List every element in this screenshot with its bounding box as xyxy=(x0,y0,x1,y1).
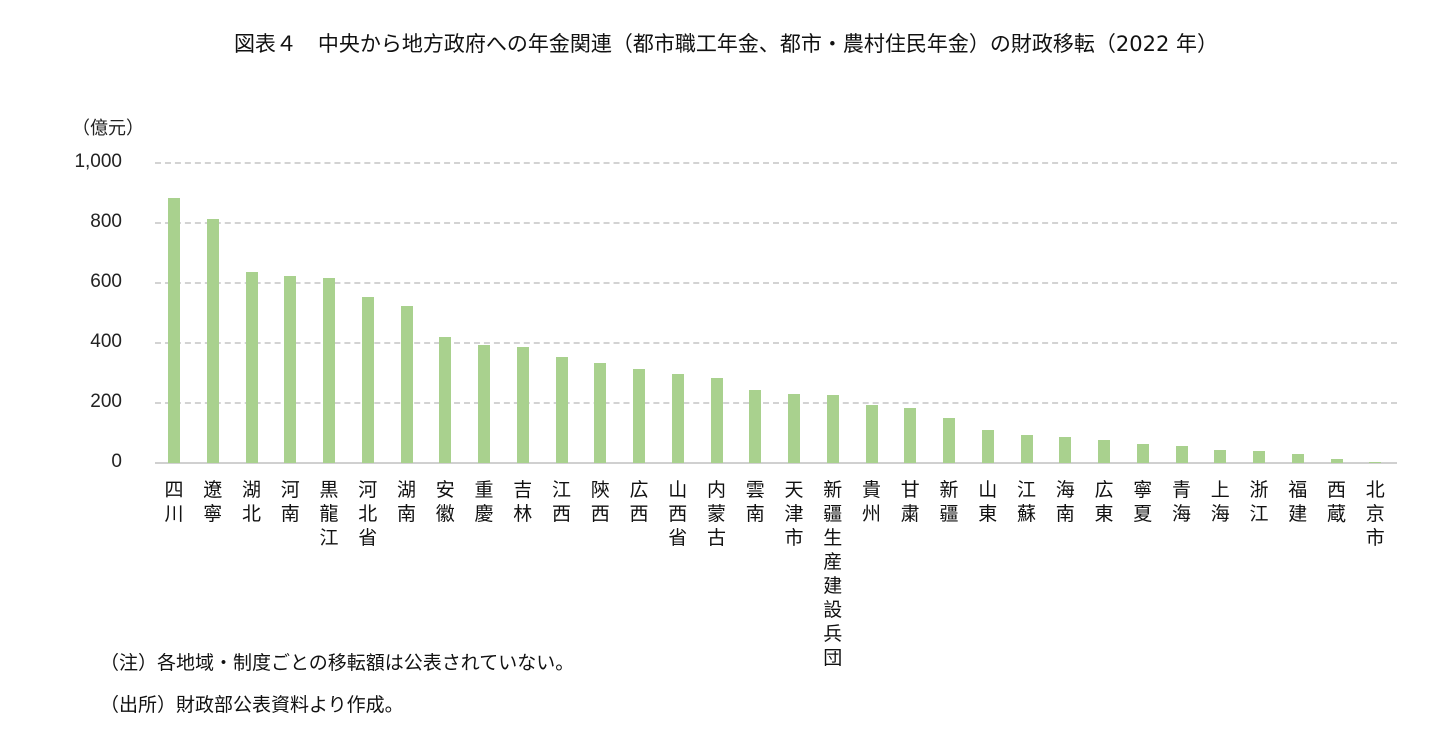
bar xyxy=(633,368,645,463)
x-tick-label: 西蔵 xyxy=(1326,479,1346,525)
x-tick-label: 広西 xyxy=(629,479,649,525)
y-tick-label: 800 xyxy=(90,211,122,232)
x-tick-label: 雲南 xyxy=(745,479,765,525)
x-tick-label: 甘粛 xyxy=(900,479,920,525)
x-tick-label: 湖北 xyxy=(241,479,261,525)
bar xyxy=(555,356,568,463)
bar xyxy=(1214,449,1227,463)
x-tick-label: 上海 xyxy=(1210,479,1230,525)
y-tick-label: 600 xyxy=(90,271,122,292)
y-axis-unit-label: （億元） xyxy=(72,118,144,139)
x-tick-label: 重慶 xyxy=(474,479,494,525)
gridline xyxy=(155,282,1397,284)
bar xyxy=(788,393,800,463)
bar xyxy=(1059,437,1072,463)
x-tick-label: 四川 xyxy=(164,479,184,525)
x-tick-label: 吉林 xyxy=(513,479,533,525)
bar xyxy=(361,296,374,463)
bar xyxy=(1330,458,1343,463)
bar xyxy=(168,198,180,463)
x-tick-label: 陝西 xyxy=(590,479,610,525)
bar xyxy=(710,377,723,463)
y-tick-label: 0 xyxy=(111,451,122,472)
x-tick-label: 江蘇 xyxy=(1016,479,1036,525)
x-tick-label: 北京市 xyxy=(1365,479,1385,549)
bar xyxy=(1369,461,1382,463)
bar xyxy=(826,394,839,463)
bar xyxy=(284,275,297,463)
x-tick-label: 海南 xyxy=(1055,479,1075,525)
x-tick-label: 広東 xyxy=(1094,479,1114,525)
bar xyxy=(323,277,335,463)
footnote-note: （注）各地域・制度ごとの移転額は公表されていない。 xyxy=(100,652,575,674)
bar xyxy=(1020,434,1033,463)
bar xyxy=(1253,451,1265,463)
x-tick-label: 新疆生産建設兵団 xyxy=(823,479,843,669)
x-tick-label: 河北省 xyxy=(358,479,378,549)
bar xyxy=(478,345,490,463)
gridline xyxy=(155,222,1397,224)
y-tick-label: 200 xyxy=(90,391,122,412)
gridline xyxy=(155,342,1397,344)
x-tick-label: 黒龍江 xyxy=(319,479,339,549)
y-tick-label: 400 xyxy=(90,331,122,352)
bar xyxy=(749,389,762,463)
x-tick-label: 天津市 xyxy=(784,479,804,549)
bar xyxy=(904,407,917,463)
x-tick-label: 山東 xyxy=(978,479,998,525)
x-tick-label: 福建 xyxy=(1288,479,1308,525)
x-tick-label: 内蒙古 xyxy=(706,479,726,549)
gridline xyxy=(155,402,1397,404)
bar xyxy=(594,362,607,463)
bar xyxy=(439,337,452,463)
x-tick-label: 青海 xyxy=(1171,479,1191,525)
bar xyxy=(245,272,258,463)
bar xyxy=(516,346,529,463)
bar xyxy=(943,417,955,463)
gridline xyxy=(155,162,1397,164)
chart-title: 図表４ 中央から地方政府への年金関連（都市職工年金、都市・農村住民年金）の財政移… xyxy=(233,32,1219,56)
y-tick-label: 1,000 xyxy=(74,151,122,172)
footnote-source: （出所）財政部公表資料より作成。 xyxy=(100,694,404,716)
x-tick-label: 浙江 xyxy=(1249,479,1269,525)
bar xyxy=(1098,439,1110,463)
bar xyxy=(1291,454,1304,463)
x-tick-label: 湖南 xyxy=(396,479,416,525)
x-tick-label: 寧夏 xyxy=(1133,479,1153,525)
bar xyxy=(206,219,219,463)
x-tick-label: 新疆 xyxy=(939,479,959,525)
bar xyxy=(1175,445,1188,463)
bar xyxy=(865,404,878,463)
x-tick-label: 遼寧 xyxy=(203,479,223,525)
x-tick-label: 貴州 xyxy=(861,479,881,525)
x-tick-label: 山西省 xyxy=(668,479,688,549)
bar xyxy=(981,429,994,463)
bar xyxy=(671,373,684,463)
x-axis-line xyxy=(155,462,1397,464)
bar xyxy=(400,305,413,463)
x-tick-label: 江西 xyxy=(551,479,571,525)
bar xyxy=(1136,443,1149,463)
x-tick-label: 安徽 xyxy=(435,479,455,525)
x-tick-label: 河南 xyxy=(280,479,300,525)
